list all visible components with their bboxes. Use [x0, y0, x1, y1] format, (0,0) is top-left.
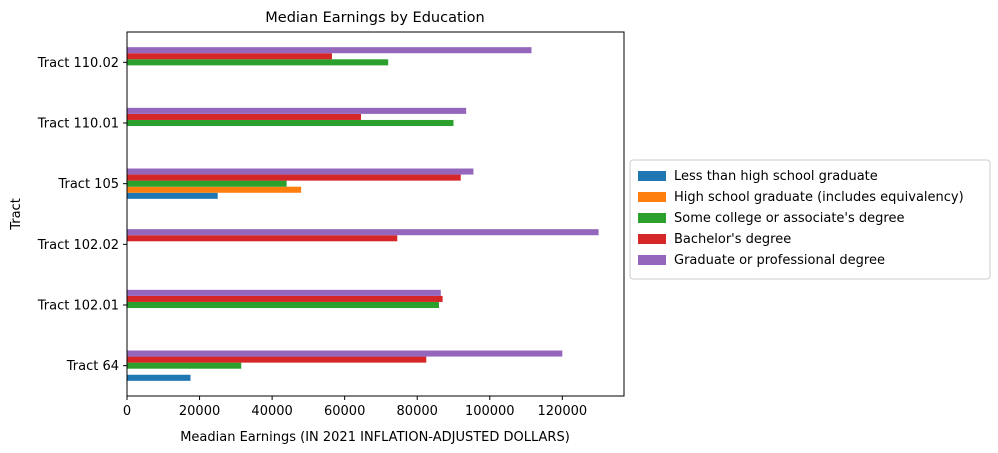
legend-label: Graduate or professional degree [674, 253, 885, 268]
x-axis-label: Meadian Earnings (IN 2021 INFLATION-ADJU… [180, 430, 570, 445]
bar [127, 47, 532, 54]
bar [127, 356, 427, 363]
plot-frame [126, 31, 625, 397]
plot-area [127, 47, 599, 381]
legend-swatch [638, 192, 666, 202]
bar [127, 53, 332, 60]
x-tick-label: 40000 [251, 404, 292, 419]
y-axis: Tract 64 Tract 102.01 Tract 102.02 Tract 10… [37, 56, 127, 374]
y-tick-label: Tract 64 [66, 359, 119, 374]
legend: Less than high school graduate High schoo… [629, 159, 991, 280]
x-axis: 0 20000 40000 60000 80000 100000 120000 [123, 396, 587, 419]
y-tick-label: Tract 102.01 [37, 299, 119, 314]
bar [127, 174, 461, 181]
bar [127, 192, 218, 199]
bar [127, 113, 361, 120]
y-tick-label: Tract 110.02 [37, 56, 119, 71]
y-tick-label: Tract 105 [57, 177, 119, 192]
bar [127, 289, 441, 296]
legend-swatch [638, 234, 666, 244]
y-tick-label: Tract 110.01 [37, 117, 119, 132]
x-tick-label: 120000 [538, 404, 588, 419]
legend-swatch [638, 171, 666, 181]
bar [127, 186, 302, 193]
x-tick-label: 20000 [179, 404, 220, 419]
legend-label: Some college or associate's degree [674, 211, 904, 226]
bar [127, 350, 563, 357]
legend-frame [629, 159, 991, 280]
legend-swatch [638, 255, 666, 265]
bar [127, 301, 439, 309]
x-tick-label: 60000 [324, 404, 365, 419]
bar [127, 235, 398, 242]
bar [127, 168, 474, 175]
bar [127, 362, 242, 369]
bar [127, 374, 191, 381]
bar [127, 107, 467, 114]
bar [127, 229, 599, 236]
bar [127, 295, 443, 302]
legend-label: Bachelor's degree [674, 232, 791, 247]
bar [127, 180, 287, 187]
x-tick-label: 80000 [397, 404, 438, 419]
legend-swatch [638, 213, 666, 223]
legend-label: Less than high school graduate [674, 169, 878, 184]
chart-title: Median Earnings by Education [265, 10, 484, 26]
bar [127, 59, 389, 66]
x-tick-label: 100000 [465, 404, 515, 419]
y-axis-label: Tract [9, 198, 24, 231]
y-tick-label: Tract 102.02 [37, 238, 119, 253]
bar [127, 119, 454, 127]
x-tick-label: 0 [123, 404, 131, 419]
legend-label: High school graduate (includes equivalen… [674, 190, 964, 205]
